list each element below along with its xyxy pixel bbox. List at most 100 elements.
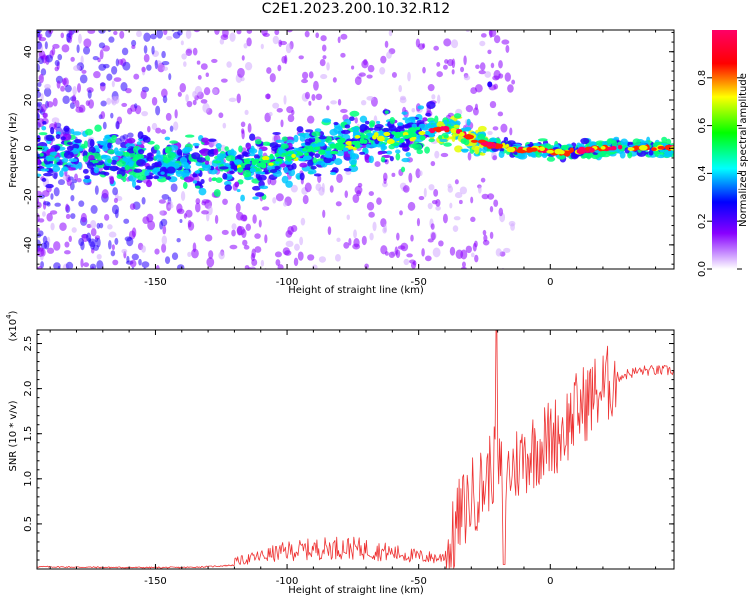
- snr-plot-area: [37, 330, 674, 569]
- spectrogram-noise-cell: [155, 265, 160, 269]
- spectrogram-band-cell: [111, 134, 117, 140]
- spectrogram-noise-cell: [90, 205, 98, 214]
- spectrogram-noise-cell: [376, 197, 382, 205]
- spectrogram-noise-cell: [489, 231, 494, 240]
- spectrogram-noise-cell: [481, 193, 489, 200]
- spectrogram-band-cell: [242, 169, 252, 178]
- spectrogram-noise-cell: [470, 252, 475, 258]
- spectrogram-noise-cell: [435, 199, 441, 207]
- spectrogram-noise-cell: [100, 100, 107, 107]
- spectrogram-core-cell: [403, 135, 411, 139]
- spectrogram-noise-cell: [467, 152, 472, 161]
- spectrogram-noise-cell: [161, 193, 170, 200]
- spectrogram-noise-cell: [258, 219, 262, 228]
- x-tick-label: -50: [411, 277, 427, 288]
- y-tick-label: -20: [23, 188, 34, 204]
- spectrogram-band-cell: [323, 156, 333, 164]
- spectrogram-core-cell: [284, 160, 293, 165]
- spectrogram-noise-cell: [61, 44, 70, 53]
- spectrogram-band-cell: [192, 173, 198, 178]
- spectrogram-noise-cell: [384, 251, 389, 256]
- spectrogram-noise-cell: [51, 117, 60, 124]
- spectrogram-noise-cell: [449, 246, 456, 256]
- x-tick-label: -150: [144, 576, 167, 587]
- spectrogram-band-cell: [84, 175, 91, 180]
- spectrogram-core-cell: [569, 147, 575, 153]
- spectrogram-core-cell: [418, 130, 426, 136]
- spectrogram-noise-cell: [162, 66, 168, 71]
- spectrogram-noise-cell: [192, 99, 197, 106]
- spectrogram-noise-cell: [283, 95, 287, 105]
- spectrogram-noise-cell: [159, 210, 164, 216]
- spectrogram-band-cell: [275, 139, 285, 143]
- spectrogram-noise-cell: [73, 65, 81, 72]
- spectrogram-noise-cell: [54, 66, 59, 72]
- spectrogram-noise-cell: [40, 68, 47, 76]
- spectrogram-noise-cell: [141, 110, 149, 117]
- spectrogram-noise-cell: [65, 261, 74, 269]
- spectrogram-noise-cell: [229, 32, 236, 42]
- spectrogram-noise-cell: [442, 213, 448, 224]
- colorbar-tick-label: 0.8: [697, 70, 708, 86]
- spectrogram-core-cell: [287, 156, 292, 162]
- spectrogram-band-cell: [443, 119, 448, 125]
- spectrogram-band-cell: [60, 136, 66, 141]
- spectrogram-noise-cell: [241, 129, 245, 140]
- spectrogram-core-cell: [302, 147, 307, 152]
- spectrogram-band-cell: [255, 171, 265, 175]
- spectrogram-band-cell: [78, 147, 84, 152]
- spectrogram-band-cell: [259, 185, 269, 190]
- spectrogram-band-cell: [498, 150, 505, 159]
- spectrogram-band-cell: [207, 149, 216, 157]
- spectrogram-band-cell: [137, 131, 144, 140]
- spectrogram-noise-cell: [465, 30, 471, 32]
- spectrogram-band-cell: [74, 139, 83, 144]
- spectrogram-core-cell: [600, 146, 606, 150]
- spectrogram-band-cell: [183, 176, 194, 183]
- spectrogram-band-cell: [399, 144, 409, 148]
- spectrogram-noise-cell: [47, 269, 52, 277]
- spectrogram-band-cell: [401, 157, 411, 163]
- spectrogram-band-cell: [157, 161, 162, 168]
- spectrogram-band-cell: [297, 132, 304, 137]
- spectrogram-noise-cell: [185, 30, 192, 39]
- spectrogram-band-cell: [395, 149, 401, 154]
- spectrogram-core-cell: [526, 147, 533, 152]
- spectrogram-band-cell: [153, 167, 160, 172]
- spectrogram-band-cell: [320, 161, 328, 168]
- spectrogram-noise-cell: [200, 99, 208, 104]
- spectrogram-noise-cell: [454, 192, 463, 199]
- spectrogram-band-cell: [154, 154, 162, 160]
- spectrogram-band-cell: [213, 189, 221, 197]
- spectrogram-band-cell: [359, 151, 366, 155]
- spectrogram-noise-cell: [131, 39, 137, 47]
- spectrogram-noise-cell: [391, 71, 397, 78]
- snr-series-line: [37, 330, 674, 569]
- spectrogram-band-cell: [109, 176, 115, 185]
- spectrogram-band-cell: [116, 173, 123, 180]
- spectrogram-noise-cell: [366, 96, 374, 101]
- spectrogram-noise-cell: [92, 56, 99, 61]
- spectrogram-core-cell: [424, 130, 431, 135]
- spectrogram-band-cell: [417, 105, 425, 110]
- spectrogram-band-cell: [349, 157, 357, 166]
- spectrogram-band-cell: [82, 178, 92, 183]
- spectrogram-band-cell: [364, 120, 370, 125]
- spectrogram-band-cell: [506, 151, 511, 155]
- spectrogram-band-cell: [182, 169, 190, 174]
- spectrogram-noise-cell: [262, 32, 270, 37]
- spectrogram-noise-cell: [205, 20, 213, 28]
- spectrogram-band-cell: [424, 146, 430, 154]
- spectrogram-noise-cell: [416, 218, 421, 227]
- spectrogram-noise-cell: [436, 71, 443, 78]
- spectrogram-band-cell: [422, 117, 428, 122]
- spectrogram-noise-cell: [103, 63, 110, 69]
- spectrogram-band-cell: [166, 166, 176, 174]
- spectrogram-noise-cell: [111, 99, 115, 104]
- spectrogram-noise-cell: [443, 38, 452, 47]
- spectrogram-band-cell: [359, 124, 368, 132]
- spectrogram-noise-cell: [369, 232, 374, 241]
- spectrogram-band-cell: [77, 161, 82, 169]
- spectrogram-noise-cell: [293, 257, 299, 267]
